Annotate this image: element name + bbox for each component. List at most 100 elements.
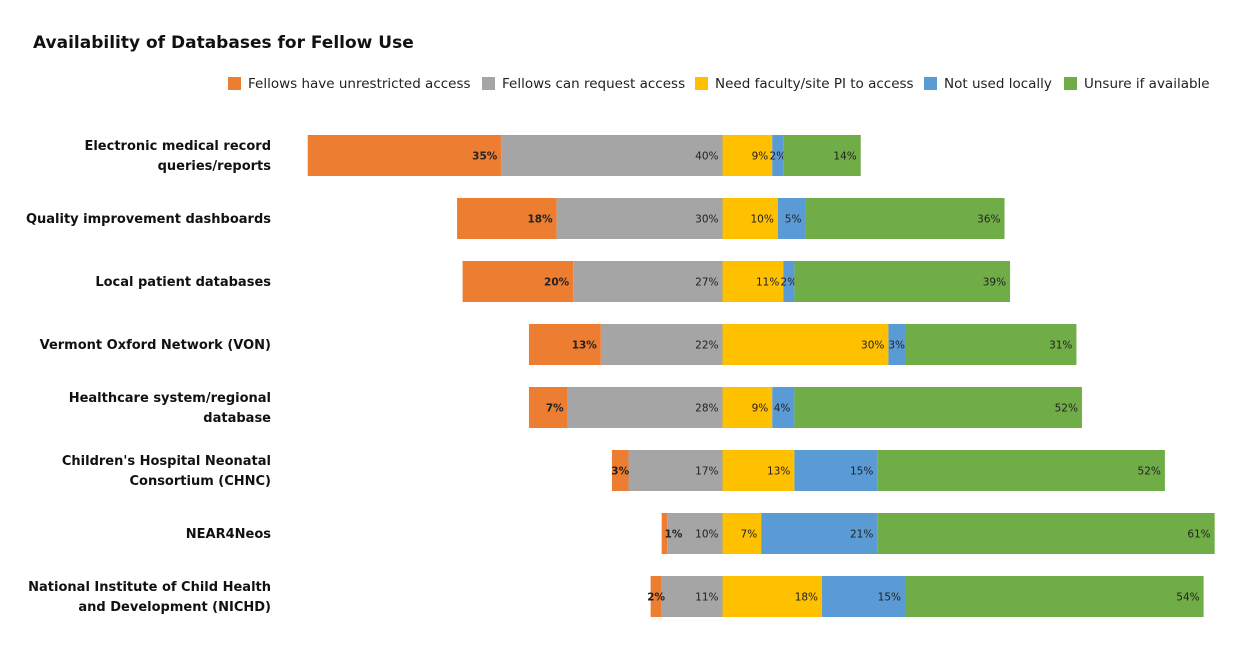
data-label: 7%	[741, 529, 758, 541]
bar-segment	[783, 261, 795, 302]
category-label: Consortium (CHNC)	[129, 474, 271, 489]
bar-segment	[722, 198, 778, 239]
category-label: database	[203, 411, 271, 426]
bar-segment	[722, 324, 889, 365]
legend-label: Need faculty/site PI to access	[715, 76, 914, 92]
bar-segment	[722, 387, 773, 428]
bar-segment	[650, 576, 662, 617]
category-labels: Electronic medical record queries/reports…	[26, 139, 271, 615]
legend-swatch	[228, 77, 241, 90]
bar-segment	[628, 450, 723, 491]
bar-segment	[722, 576, 823, 617]
bar-segment	[567, 387, 723, 428]
bar-segment	[761, 513, 878, 554]
bar-segment	[528, 324, 601, 365]
bar-segment	[783, 135, 861, 176]
bar-segment	[307, 135, 502, 176]
data-label: 13%	[767, 466, 790, 478]
bar-segment	[822, 576, 905, 617]
data-label: 10%	[750, 214, 773, 226]
category-label: Quality improvement dashboards	[26, 212, 271, 227]
data-label: 27%	[695, 277, 718, 289]
bar-segment	[501, 135, 723, 176]
data-label: 11%	[756, 277, 779, 289]
data-label: 20%	[544, 277, 570, 289]
data-label: 2%	[769, 151, 786, 163]
bars: 40%35% 9% 2% 14%30%18% 10% 5% 36%27%20% 11% 2% 39…	[307, 135, 1215, 617]
bar-segment	[805, 198, 1005, 239]
data-label: 21%	[850, 529, 873, 541]
legend-label: Not used locally	[944, 76, 1052, 92]
legend-label: Unsure if available	[1084, 76, 1210, 92]
data-label: 30%	[695, 214, 718, 226]
bar-segment	[904, 324, 1077, 365]
bar-segment	[877, 513, 1215, 554]
category-label: queries/reports	[158, 159, 272, 174]
bar-segment	[556, 198, 723, 239]
bar-segment	[794, 261, 1011, 302]
data-label: 22%	[695, 340, 718, 352]
data-label: 54%	[1176, 592, 1199, 604]
data-label: 39%	[983, 277, 1006, 289]
category-label: and Development (NICHD)	[78, 600, 271, 615]
data-label: 1%	[665, 529, 683, 541]
legend-label: Fellows have unrestricted access	[248, 76, 471, 92]
bar-segment	[794, 450, 878, 491]
data-label: 14%	[833, 151, 856, 163]
bar-segment	[722, 135, 773, 176]
legend-label: Fellows can request access	[502, 76, 685, 92]
bar-segment	[528, 387, 568, 428]
bar-segment	[772, 387, 795, 428]
bar-segment	[888, 324, 905, 365]
data-label: 30%	[861, 340, 884, 352]
data-label: 18%	[795, 592, 818, 604]
data-label: 2%	[647, 592, 665, 604]
data-label: 9%	[752, 403, 769, 415]
data-label: 61%	[1187, 529, 1210, 541]
category-label: Healthcare system/regional	[69, 391, 271, 406]
category-label: Electronic medical record	[84, 139, 271, 154]
data-label: 3%	[611, 466, 629, 478]
data-label: 4%	[774, 403, 791, 415]
bar-segment	[661, 513, 668, 554]
bar-segment	[667, 513, 723, 554]
data-label: 52%	[1055, 403, 1078, 415]
bar-segment	[877, 450, 1165, 491]
bar-segment	[772, 135, 784, 176]
data-label: 11%	[695, 592, 718, 604]
category-label: NEAR4Neos	[186, 527, 272, 542]
bar-segment	[457, 198, 557, 239]
category-label: National Institute of Child Health	[28, 580, 271, 595]
bar-segment	[573, 261, 723, 302]
category-label: Vermont Oxford Network (VON)	[40, 338, 271, 353]
bar-segment	[722, 513, 762, 554]
data-label: 36%	[977, 214, 1000, 226]
legend-swatch	[1064, 77, 1077, 90]
category-label: Children's Hospital Neonatal	[62, 454, 271, 469]
data-label: 5%	[785, 214, 802, 226]
data-label: 15%	[878, 592, 901, 604]
bar-segment	[600, 324, 723, 365]
data-label: 40%	[695, 151, 718, 163]
bar-segment	[462, 261, 574, 302]
bar-segment	[777, 198, 806, 239]
data-label: 2%	[781, 277, 798, 289]
chart-title: Availability of Databases for Fellow Use	[33, 33, 414, 53]
data-label: 3%	[888, 340, 905, 352]
data-label: 7%	[546, 403, 564, 415]
data-label: 28%	[695, 403, 718, 415]
category-label: Local patient databases	[95, 275, 271, 290]
bar-segment	[661, 576, 723, 617]
bar-segment	[611, 450, 629, 491]
data-label: 13%	[572, 340, 598, 352]
bar-segment	[794, 387, 1082, 428]
data-label: 10%	[695, 529, 718, 541]
bar-segment	[904, 576, 1204, 617]
data-label: 35%	[472, 151, 498, 163]
data-label: 52%	[1138, 466, 1161, 478]
data-label: 31%	[1049, 340, 1072, 352]
data-label: 15%	[850, 466, 873, 478]
data-label: 9%	[752, 151, 769, 163]
legend: Fellows have unrestricted access Fellows …	[228, 76, 1210, 92]
legend-swatch	[924, 77, 937, 90]
